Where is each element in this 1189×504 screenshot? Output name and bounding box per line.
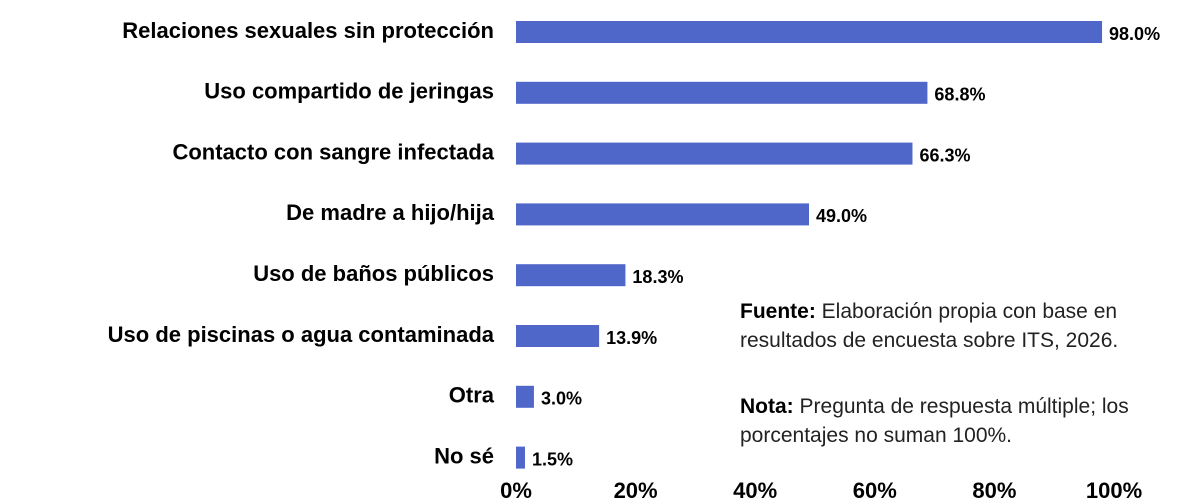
category-label: Uso compartido de jeringas xyxy=(204,79,494,104)
value-label: 68.8% xyxy=(934,85,985,105)
note-text: Elaboración propia con base en resultado… xyxy=(740,300,1119,352)
category-label: Uso de piscinas o agua contaminada xyxy=(108,322,495,347)
category-label: Otra xyxy=(449,383,495,408)
value-label: 13.9% xyxy=(606,328,657,348)
value-label: 66.3% xyxy=(919,145,970,165)
x-tick-label: 60% xyxy=(853,478,897,503)
bar xyxy=(516,385,534,408)
bar xyxy=(516,264,626,287)
bar xyxy=(516,81,928,104)
bar xyxy=(516,21,1103,43)
category-label: No sé xyxy=(434,443,494,468)
value-label: 1.5% xyxy=(532,449,573,469)
x-tick-label: 100% xyxy=(1086,478,1142,503)
bar xyxy=(516,203,810,226)
source-note: Fuente: Elaboración propia con base en r… xyxy=(740,297,1185,355)
x-tick-label: 0% xyxy=(500,478,532,503)
value-label: 49.0% xyxy=(816,206,867,226)
bar xyxy=(516,446,525,469)
value-label: 98.0% xyxy=(1109,24,1160,44)
note-label: Fuente: xyxy=(740,300,816,323)
note-label: Nota: xyxy=(740,395,794,418)
bar xyxy=(516,142,913,165)
value-label: 3.0% xyxy=(541,389,582,409)
x-tick-label: 20% xyxy=(614,478,658,503)
bar xyxy=(516,325,600,347)
x-tick-label: 80% xyxy=(972,478,1016,503)
category-label: Contacto con sangre infectada xyxy=(172,139,494,164)
method-note: Nota: Pregunta de respuesta múltiple; lo… xyxy=(740,392,1185,450)
category-label: Relaciones sexuales sin protección xyxy=(122,18,494,43)
category-label: De madre a hijo/hija xyxy=(286,200,495,225)
note-text: Pregunta de respuesta múltiple; los porc… xyxy=(740,395,1129,447)
category-label: Uso de baños públicos xyxy=(253,261,494,286)
value-label: 18.3% xyxy=(632,267,683,287)
x-tick-label: 40% xyxy=(733,478,777,503)
